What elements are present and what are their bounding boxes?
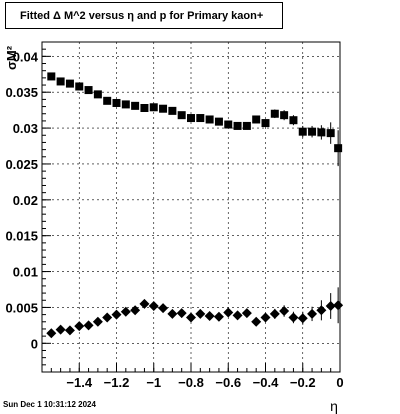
data-point-diamond [333, 300, 344, 311]
data-point-diamond [176, 308, 187, 319]
timestamp: Sun Dec 1 10:31:12 2024 [3, 400, 96, 409]
data-point-square [214, 117, 223, 126]
data-point-diamond [55, 324, 66, 335]
data-point-square [168, 106, 177, 115]
data-point-square [224, 120, 233, 129]
data-point-diamond [148, 301, 159, 311]
x-tick-label: −1 [146, 375, 161, 390]
x-tick-label: −0.2 [290, 375, 316, 390]
data-point-square [103, 96, 112, 105]
y-tick-label: 0.02 [13, 193, 38, 208]
markers [46, 72, 344, 339]
data-point-diamond [74, 321, 85, 332]
data-point-diamond [325, 301, 336, 311]
data-point-square [280, 111, 289, 120]
data-point-square [252, 115, 261, 124]
data-point-diamond [269, 308, 280, 319]
data-point-square [326, 129, 335, 138]
data-point-diamond [213, 311, 224, 322]
x-tick-label: 0 [336, 375, 343, 390]
data-point-diamond [102, 312, 113, 323]
data-point-square [65, 79, 74, 88]
data-point-square [317, 128, 326, 137]
data-point-square [177, 111, 186, 120]
data-point-square [308, 127, 317, 136]
data-point-diamond [46, 328, 57, 339]
data-point-square [131, 101, 140, 110]
data-point-square [205, 115, 214, 124]
data-point-square [270, 109, 279, 118]
data-point-diamond [111, 309, 122, 320]
y-tick-label: 0.035 [5, 85, 38, 100]
y-tick-label: 0.015 [5, 229, 38, 244]
data-point-diamond [195, 308, 206, 319]
data-point-square [121, 100, 130, 109]
y-tick-label: 0.03 [13, 121, 38, 136]
x-tick-label: −0.8 [178, 375, 204, 390]
data-point-diamond [223, 307, 234, 318]
data-point-diamond [241, 308, 252, 319]
data-point-diamond [204, 311, 215, 322]
data-point-diamond [139, 298, 150, 309]
data-point-diamond [279, 306, 290, 317]
x-axis-label: η [330, 398, 338, 414]
data-point-square [93, 90, 102, 99]
error-bars [50, 72, 339, 337]
y-tick-label: 0.005 [5, 300, 38, 315]
data-point-diamond [130, 305, 141, 316]
data-point-square [140, 104, 149, 112]
data-point-square [75, 82, 84, 91]
data-point-square [112, 98, 121, 107]
axis-ticks [41, 41, 341, 373]
data-point-square [159, 104, 168, 113]
y-tick-label: 0.025 [5, 157, 38, 172]
data-point-square [298, 127, 307, 136]
data-point-diamond [232, 310, 243, 321]
data-point-diamond [83, 320, 94, 331]
data-point-square [196, 114, 205, 123]
y-tick-label: 0.01 [13, 265, 38, 280]
data-point-square [56, 77, 65, 86]
data-point-diamond [64, 325, 75, 336]
data-point-square [242, 121, 251, 130]
data-point-diamond [260, 312, 271, 323]
data-point-diamond [167, 308, 178, 319]
data-point-diamond [316, 305, 327, 316]
y-axis-label: σM² [4, 45, 19, 70]
data-point-square [149, 103, 158, 112]
data-point-square [289, 116, 298, 125]
data-point-square [187, 114, 195, 123]
data-point-square [334, 144, 343, 153]
data-point-diamond [307, 308, 318, 319]
data-point-diamond [120, 306, 131, 317]
data-point-diamond [92, 316, 103, 327]
data-point-diamond [288, 312, 299, 323]
data-point-square [47, 72, 56, 81]
data-point-diamond [158, 303, 169, 314]
x-tick-label: −0.6 [215, 375, 241, 390]
chart-title: Fitted Δ M^2 versus η and p for Primary … [5, 2, 283, 29]
y-tick-label: 0.04 [13, 49, 39, 64]
data-point-square [261, 119, 270, 128]
data-point-square [84, 86, 93, 95]
data-point-diamond [297, 313, 308, 324]
x-tick-label: −1.2 [104, 375, 130, 390]
x-tick-label: −0.4 [253, 375, 279, 390]
data-point-square [233, 121, 242, 130]
tick-labels: −1.4 −1.2 −1 −0.8 −0.6 −0.4 −0.2 0 0 0.005 0.01 0.0… [5, 49, 343, 390]
x-tick-label: −1.4 [66, 375, 92, 390]
y-tick-label: 0 [31, 336, 38, 351]
data-point-diamond [251, 316, 262, 327]
data-point-diamond [186, 312, 196, 323]
